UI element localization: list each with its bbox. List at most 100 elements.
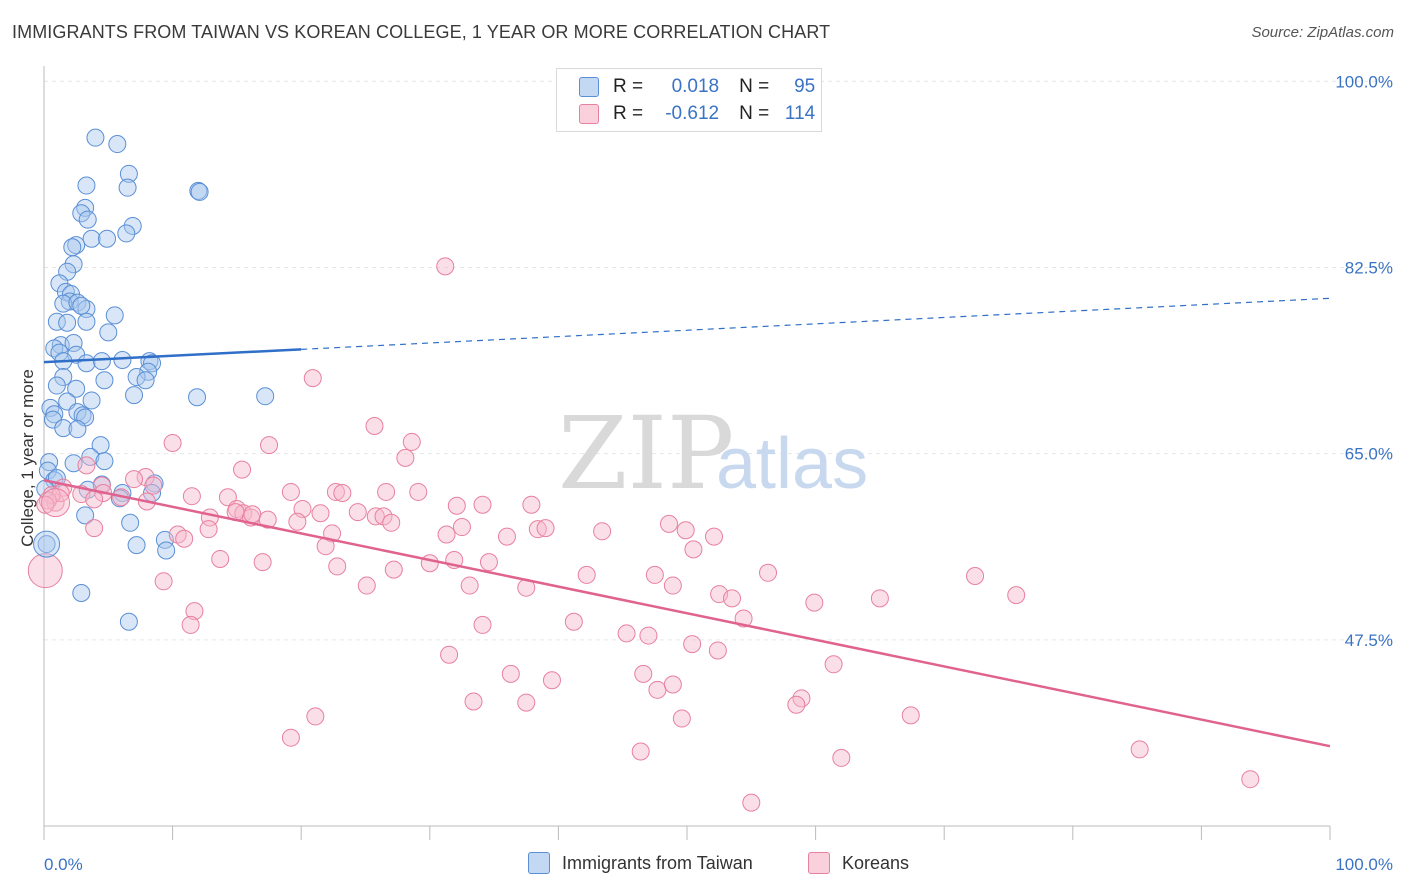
- taiwan-point: [77, 176, 96, 195]
- korean-point: [436, 257, 455, 276]
- legend-swatch-koreans: [579, 104, 599, 124]
- korean-point: [593, 522, 612, 541]
- korean-point: [676, 521, 695, 540]
- taiwan-point: [188, 388, 207, 407]
- korean-point: [639, 626, 658, 645]
- x-tick-label: 0.0%: [44, 855, 83, 874]
- taiwan-point: [81, 447, 100, 466]
- taiwan-point: [86, 128, 105, 147]
- korean-point: [659, 514, 678, 533]
- korean-point: [663, 576, 682, 595]
- axes: [43, 66, 1331, 840]
- korean-point: [92, 476, 111, 495]
- korean-point: [634, 664, 653, 683]
- korean-point: [384, 560, 403, 579]
- taiwan-point: [38, 461, 57, 480]
- korean-point: [77, 456, 96, 475]
- korean-point: [542, 671, 561, 690]
- korean-point: [374, 507, 393, 526]
- korean-point: [824, 655, 843, 674]
- korean-point: [181, 615, 200, 634]
- watermark: ZIP atlas: [558, 395, 868, 512]
- tick-labels: 100.0% 82.5% 65.0% 47.5% 0.0% 100.0%: [44, 72, 1393, 874]
- korean-point: [1007, 586, 1026, 605]
- korean-point: [966, 566, 985, 585]
- series-legend-swatch-koreans: [808, 852, 830, 874]
- korean-point: [672, 709, 691, 728]
- taiwan-point: [82, 391, 101, 410]
- taiwan-point: [58, 313, 77, 332]
- korean-point: [901, 706, 920, 725]
- korean-point: [366, 507, 385, 526]
- korean-point: [258, 510, 277, 529]
- korean-point: [1241, 770, 1260, 789]
- legend-n-value-taiwan: 95: [794, 76, 816, 97]
- taiwan-point: [54, 419, 73, 438]
- taiwan-point: [64, 333, 83, 352]
- korean-point: [564, 612, 583, 631]
- taiwan-point: [157, 541, 176, 560]
- korean-point: [409, 482, 428, 501]
- taiwan-point: [92, 352, 111, 371]
- taiwan-point: [73, 406, 92, 425]
- korean-point: [36, 495, 55, 514]
- legend-n-value-koreans: 114: [784, 103, 816, 124]
- korean-point: [288, 512, 307, 531]
- taiwan-point: [72, 584, 91, 603]
- taiwan-point: [54, 294, 73, 313]
- korean-point: [473, 495, 492, 514]
- korean-point: [447, 496, 466, 515]
- taiwan-point: [256, 387, 275, 406]
- korean-point: [759, 563, 778, 582]
- taiwan-point: [68, 420, 87, 439]
- korean-point: [497, 527, 516, 546]
- taiwan-point: [108, 135, 127, 154]
- legend-swatch-taiwan: [579, 77, 599, 97]
- korean-point: [281, 482, 300, 501]
- series-legend-label-taiwan: Immigrants from Taiwan: [562, 852, 753, 873]
- series-legend: Immigrants from Taiwan Koreans: [0, 852, 1406, 878]
- taiwan-trend-extension: [301, 297, 1331, 350]
- korean-point: [742, 793, 761, 812]
- korean-point: [832, 748, 851, 767]
- korean-point: [365, 416, 384, 435]
- korean-point: [645, 565, 664, 584]
- taiwan-point: [77, 354, 96, 373]
- correlation-legend: R = 0.018 N = 95 R = -0.612 N = 114: [556, 68, 822, 132]
- korean-point: [708, 641, 727, 660]
- taiwan-point: [95, 371, 114, 390]
- korean-point: [41, 488, 71, 518]
- grid-lines: [44, 80, 1390, 641]
- series-legend-label-koreans: Koreans: [842, 852, 910, 873]
- taiwan-point: [67, 379, 86, 398]
- korean-point: [348, 503, 367, 522]
- chart-title: IMMIGRANTS FROM TAIWAN VS KOREAN COLLEGE…: [12, 22, 831, 42]
- korean-point: [311, 504, 330, 523]
- korean-point: [805, 593, 824, 612]
- korean-point: [382, 513, 401, 532]
- korean-point: [723, 589, 742, 608]
- korean-point: [185, 602, 204, 621]
- korean-point: [303, 369, 322, 388]
- legend-r-value-taiwan: 0.018: [671, 76, 720, 97]
- taiwan-point: [77, 299, 96, 318]
- x-tick-label: 100.0%: [1335, 855, 1393, 874]
- korean-point: [260, 436, 279, 455]
- korean-point: [1130, 740, 1149, 759]
- legend-r-label: R =: [613, 76, 644, 97]
- taiwan-point: [72, 204, 91, 223]
- korean-point: [328, 557, 347, 576]
- korean-point: [464, 692, 483, 711]
- korean-point: [420, 554, 439, 573]
- taiwan-point: [127, 536, 146, 555]
- y-tick-label: 100.0%: [1335, 72, 1393, 91]
- korean-point: [326, 482, 345, 501]
- korean-point: [536, 519, 555, 538]
- korean-point: [617, 624, 636, 643]
- series-legend-taiwan: Immigrants from Taiwan: [528, 852, 753, 874]
- korean-point: [479, 553, 498, 572]
- korean-point: [144, 476, 163, 495]
- taiwan-point: [136, 371, 155, 390]
- legend-r-value-koreans: -0.612: [665, 103, 720, 124]
